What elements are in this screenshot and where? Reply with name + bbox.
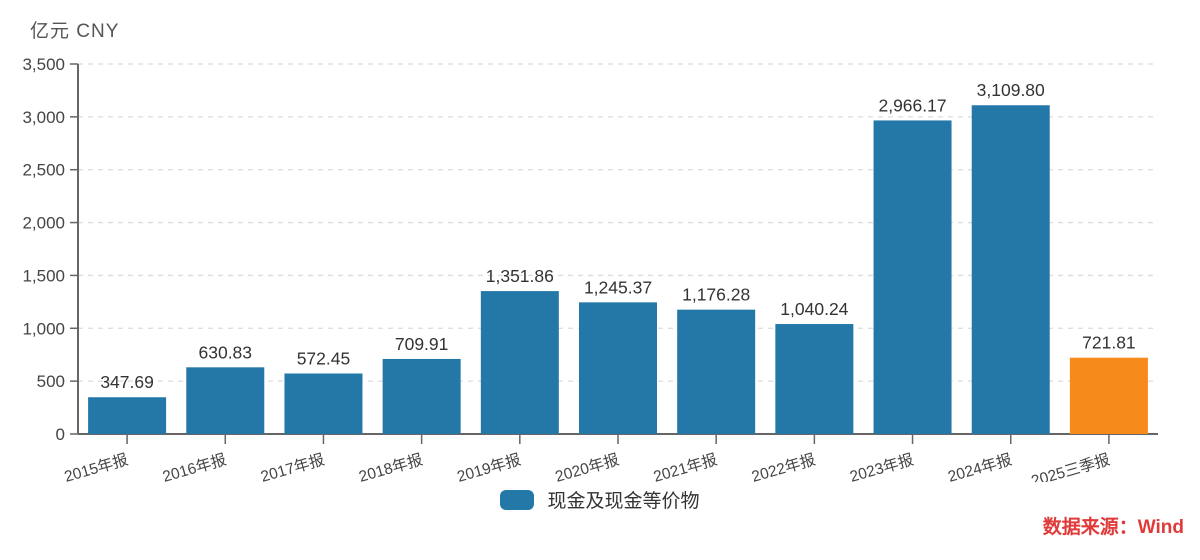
y-axis-tick-label: 2,500	[22, 161, 65, 180]
y-axis-tick-label: 3,000	[22, 108, 65, 127]
x-axis-label: 2020年报	[553, 451, 621, 482]
bar-2021	[677, 309, 756, 434]
x-axis-label: 2021年报	[651, 451, 719, 482]
bar-2024	[971, 105, 1050, 434]
bar-value-label: 721.81	[1082, 333, 1136, 353]
legend: 现金及现金等价物	[0, 486, 1200, 513]
bar-2023	[873, 120, 952, 434]
y-axis-tick-label: 3,500	[22, 55, 65, 74]
bar-2025	[1069, 357, 1148, 434]
bar-chart: 0 500 1,000 1,500 2,000 2,500 3,000 3,500 347.69…	[22, 55, 1158, 482]
bar-2018	[382, 358, 461, 434]
x-axis-label: 2022年报	[750, 451, 818, 482]
bar-value-label: 1,351.86	[486, 266, 554, 286]
bar-2015	[88, 397, 167, 434]
x-axis-label: 2017年报	[259, 451, 327, 482]
x-axis-label: 2025三季报	[1029, 451, 1112, 482]
bar-value-label: 2,966.17	[878, 95, 946, 115]
x-axis-label: 2018年报	[357, 451, 425, 482]
y-axis-tick-label: 2,000	[22, 214, 65, 233]
y-axis-tick-label: 1,500	[22, 266, 65, 285]
y-axis-tick-label: 0	[56, 425, 65, 444]
data-source-label: 数据来源：Wind	[1042, 517, 1184, 538]
bar-value-label: 630.83	[199, 342, 253, 362]
x-axis-label: 2019年报	[455, 451, 523, 482]
bar-value-label: 1,040.24	[780, 299, 848, 319]
legend-label: 现金及现金等价物	[547, 491, 700, 512]
y-axis-tick-label: 1,000	[22, 319, 65, 338]
bar-2020	[579, 302, 657, 434]
bar-value-label: 347.69	[100, 372, 154, 392]
y-axis-tick-label: 500	[37, 372, 65, 391]
bar-value-label: 3,109.80	[977, 80, 1045, 100]
bar-2016	[186, 367, 265, 434]
bar-value-label: 1,176.28	[682, 285, 750, 305]
x-axis-label: 2015年报	[62, 451, 130, 482]
x-axis-label: 2024年报	[946, 451, 1014, 482]
bar-value-label: 572.45	[297, 348, 351, 368]
legend-swatch	[500, 489, 535, 510]
x-axis-label: 2023年报	[848, 451, 916, 482]
y-axis-unit-label: 亿元 CNY	[30, 21, 120, 42]
bar-2019	[480, 291, 559, 434]
x-axis-label: 2016年报	[160, 451, 228, 482]
bar-value-label: 1,245.37	[584, 277, 652, 297]
bar-2022	[775, 324, 854, 434]
bar-2017	[284, 373, 363, 434]
bar-value-label: 709.91	[395, 334, 449, 354]
